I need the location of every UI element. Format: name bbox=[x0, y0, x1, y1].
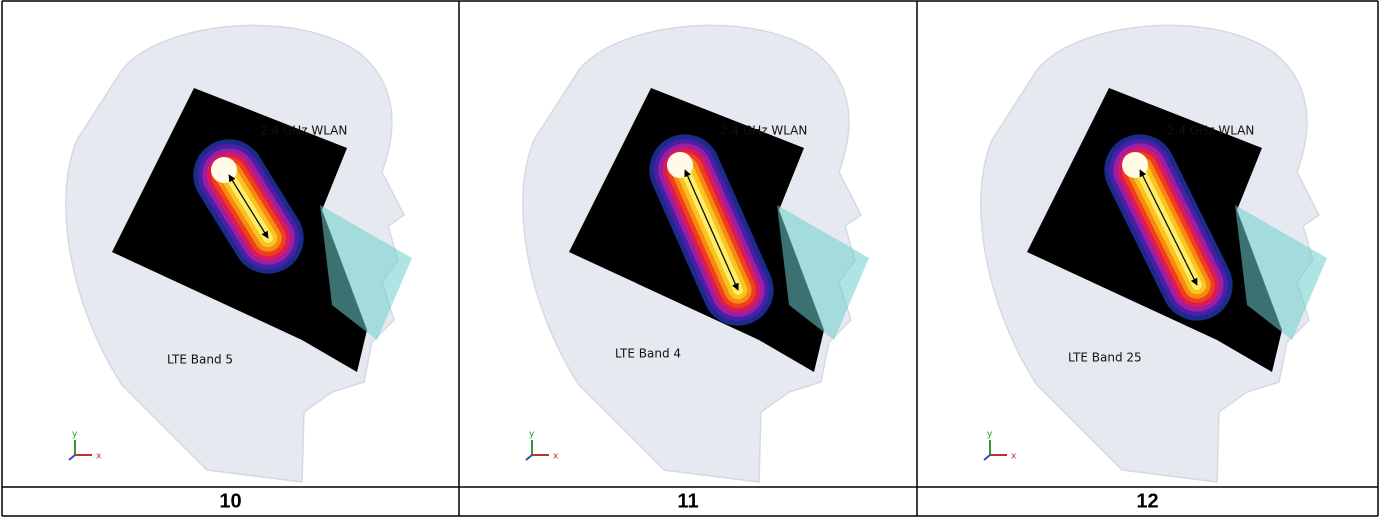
axis-x-letter: x bbox=[553, 452, 559, 462]
bottom-label: LTE Band 25 bbox=[1068, 351, 1142, 365]
cyan-plate bbox=[320, 205, 412, 340]
axis-x-letter: x bbox=[1011, 452, 1017, 462]
sar-peak bbox=[211, 157, 237, 183]
axis-z bbox=[983, 454, 991, 461]
separation-arrow bbox=[228, 174, 269, 239]
top-label: 2.4 GHz WLAN bbox=[260, 124, 347, 138]
bottom-label: LTE Band 5 bbox=[167, 353, 233, 367]
cyan-plate bbox=[777, 205, 869, 340]
caption: 11 bbox=[677, 490, 698, 512]
axis-y-letter: y bbox=[529, 430, 535, 440]
bottom-label: LTE Band 4 bbox=[615, 347, 681, 361]
cyan-plate bbox=[1235, 205, 1327, 340]
axis-y-letter: y bbox=[987, 430, 993, 440]
top-label: 2.4 GHz WLAN bbox=[720, 124, 807, 138]
caption: 10 bbox=[219, 490, 241, 512]
separation-arrow bbox=[684, 169, 739, 291]
image-panel: 2.4 GHz WLAN LTE Band 4 y x bbox=[522, 24, 869, 483]
separation-arrow bbox=[1139, 169, 1198, 286]
axis-z bbox=[525, 454, 533, 461]
image-panel: 2.4 GHz WLAN LTE Band 5 y x bbox=[65, 24, 412, 483]
top-label: 2.4 GHz WLAN bbox=[1167, 124, 1254, 138]
axis-x-letter: x bbox=[96, 452, 102, 462]
axis-y-letter: y bbox=[72, 430, 78, 440]
axis-z bbox=[68, 454, 76, 461]
sar-peak bbox=[1122, 152, 1148, 178]
image-panel: 2.4 GHz WLAN LTE Band 25 y x bbox=[980, 24, 1327, 483]
sar-peak bbox=[667, 152, 693, 178]
caption: 12 bbox=[1136, 490, 1158, 512]
